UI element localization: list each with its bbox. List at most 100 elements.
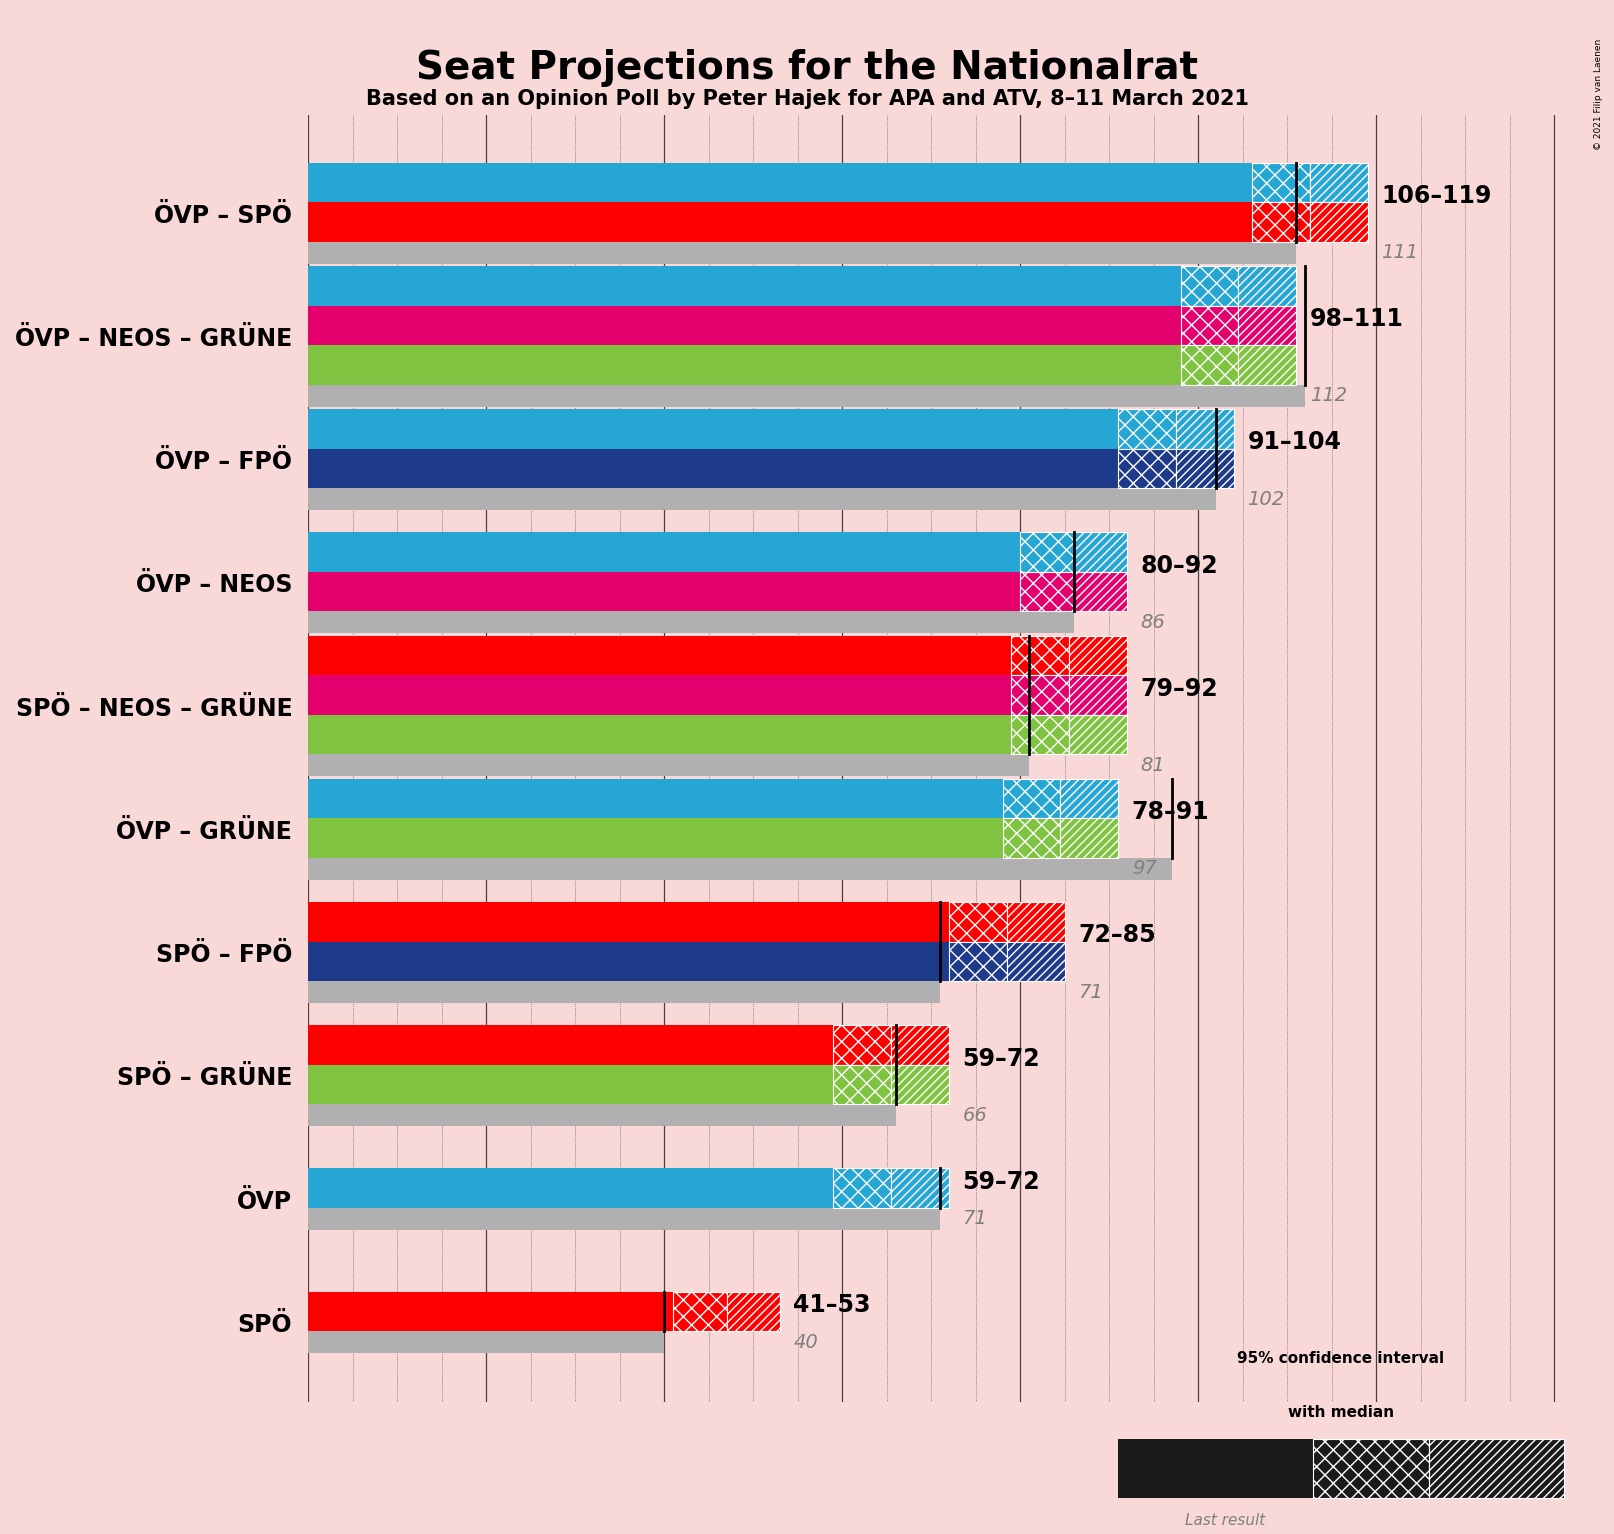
Bar bbox=[673, 1292, 726, 1332]
Bar bbox=[308, 1292, 673, 1332]
Text: 79–92: 79–92 bbox=[1141, 676, 1219, 701]
Text: 40: 40 bbox=[794, 1333, 818, 1351]
Bar bbox=[1119, 410, 1177, 448]
Bar bbox=[308, 385, 1306, 407]
Bar bbox=[673, 1292, 780, 1332]
Bar bbox=[1180, 305, 1238, 345]
Bar bbox=[1180, 345, 1238, 385]
Bar bbox=[949, 942, 1007, 980]
Bar bbox=[891, 1169, 949, 1207]
Bar bbox=[308, 1169, 833, 1207]
Bar bbox=[308, 942, 949, 980]
Bar bbox=[308, 779, 1002, 818]
Bar bbox=[1002, 818, 1119, 858]
Bar bbox=[1012, 637, 1127, 675]
Bar bbox=[1020, 572, 1073, 612]
Bar bbox=[308, 902, 949, 942]
Bar bbox=[1007, 902, 1065, 942]
Bar bbox=[833, 1025, 949, 1065]
Bar bbox=[308, 715, 1012, 755]
Bar bbox=[1060, 779, 1119, 818]
Bar bbox=[308, 572, 1020, 612]
Bar bbox=[1252, 163, 1309, 202]
Bar bbox=[1309, 202, 1367, 242]
Bar bbox=[308, 202, 1252, 242]
Bar bbox=[1012, 637, 1070, 675]
Text: 91–104: 91–104 bbox=[1248, 431, 1341, 454]
Bar bbox=[308, 410, 1119, 448]
Bar bbox=[1238, 267, 1296, 305]
Text: 98–111: 98–111 bbox=[1309, 307, 1404, 331]
Bar bbox=[1180, 345, 1296, 385]
Bar bbox=[1177, 448, 1235, 488]
Text: 72–85: 72–85 bbox=[1078, 923, 1156, 948]
Bar bbox=[308, 267, 1180, 305]
Bar bbox=[308, 488, 1217, 511]
Bar bbox=[1012, 715, 1127, 755]
Bar bbox=[308, 1332, 665, 1353]
Bar bbox=[308, 532, 1020, 572]
Text: 86: 86 bbox=[1141, 614, 1165, 632]
Text: 71: 71 bbox=[962, 1209, 988, 1229]
Bar bbox=[1060, 818, 1119, 858]
Bar bbox=[949, 942, 1065, 980]
Bar bbox=[1012, 715, 1070, 755]
Bar bbox=[891, 1065, 949, 1104]
Bar bbox=[308, 1207, 941, 1230]
Text: 106–119: 106–119 bbox=[1382, 184, 1491, 209]
Bar bbox=[1070, 637, 1127, 675]
Bar bbox=[1020, 572, 1127, 612]
Bar bbox=[949, 902, 1065, 942]
Bar bbox=[726, 1292, 780, 1332]
Text: 112: 112 bbox=[1309, 387, 1346, 405]
Bar bbox=[1073, 532, 1127, 572]
Bar bbox=[1252, 202, 1309, 242]
Bar bbox=[308, 612, 1073, 634]
Bar bbox=[1020, 532, 1127, 572]
Bar bbox=[1002, 818, 1060, 858]
Text: Based on an Opinion Poll by Peter Hajek for APA and ATV, 8–11 March 2021: Based on an Opinion Poll by Peter Hajek … bbox=[365, 89, 1249, 109]
Text: 41–53: 41–53 bbox=[794, 1293, 872, 1318]
Bar bbox=[308, 448, 1119, 488]
Bar bbox=[1180, 305, 1296, 345]
Bar bbox=[308, 1025, 833, 1065]
Text: © 2021 Filip van Laenen: © 2021 Filip van Laenen bbox=[1593, 38, 1603, 150]
Bar bbox=[1238, 305, 1296, 345]
Bar bbox=[308, 755, 1030, 776]
Text: 59–72: 59–72 bbox=[962, 1046, 1039, 1071]
Text: 78–91: 78–91 bbox=[1131, 801, 1209, 824]
Bar bbox=[308, 1065, 833, 1104]
Bar bbox=[1020, 532, 1073, 572]
Text: 97: 97 bbox=[1131, 859, 1156, 879]
Bar bbox=[1180, 267, 1296, 305]
Bar bbox=[1002, 779, 1119, 818]
Bar bbox=[308, 345, 1180, 385]
Bar bbox=[308, 980, 941, 1003]
Bar bbox=[1070, 675, 1127, 715]
Bar bbox=[308, 637, 1012, 675]
Bar bbox=[1238, 345, 1296, 385]
Bar bbox=[1180, 267, 1238, 305]
Bar bbox=[833, 1169, 949, 1207]
Text: 102: 102 bbox=[1248, 489, 1285, 509]
Bar bbox=[949, 902, 1007, 942]
Bar bbox=[1007, 942, 1065, 980]
Bar bbox=[833, 1025, 891, 1065]
Bar bbox=[1012, 675, 1127, 715]
Bar bbox=[1119, 410, 1235, 448]
Bar bbox=[1252, 163, 1367, 202]
Text: Seat Projections for the Nationalrat: Seat Projections for the Nationalrat bbox=[416, 49, 1198, 87]
Bar bbox=[1252, 202, 1367, 242]
Bar bbox=[891, 1025, 949, 1065]
Bar bbox=[1073, 572, 1127, 612]
Bar bbox=[308, 858, 1172, 881]
Bar bbox=[1002, 779, 1060, 818]
Bar bbox=[833, 1065, 949, 1104]
Bar bbox=[308, 1104, 896, 1126]
Bar bbox=[308, 305, 1180, 345]
Bar bbox=[833, 1065, 891, 1104]
Text: 71: 71 bbox=[1078, 983, 1102, 1002]
Bar bbox=[308, 818, 1002, 858]
Bar bbox=[1177, 410, 1235, 448]
Bar bbox=[308, 675, 1012, 715]
